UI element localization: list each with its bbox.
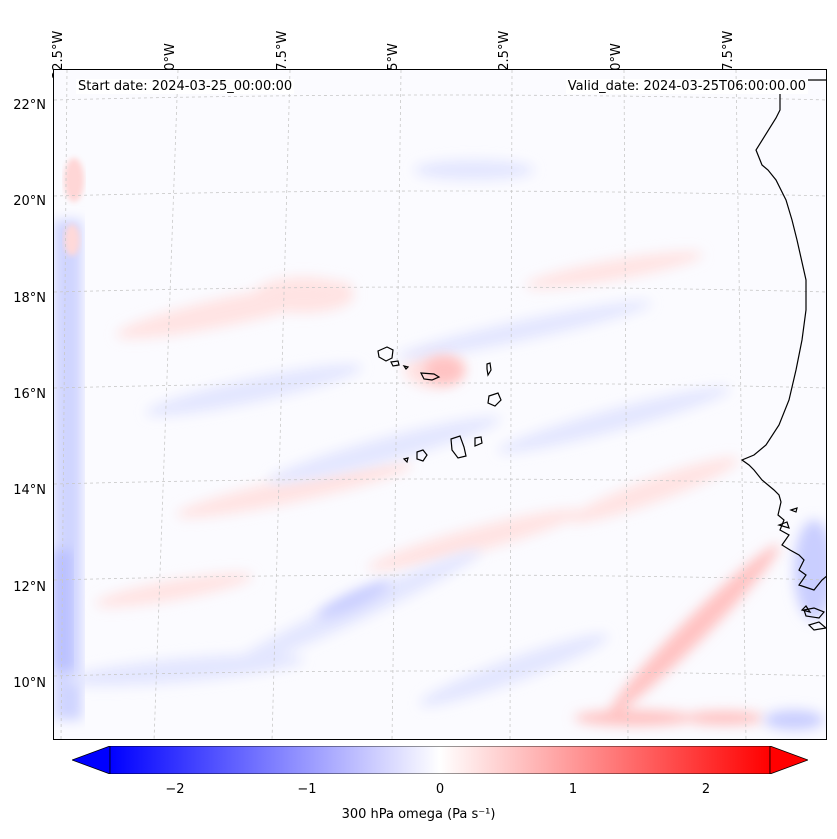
island-santa-luzia [402,365,410,370]
colorbar-tick-neg1: −1 [297,782,317,797]
island-fogo [416,449,428,462]
island-santiago [450,435,467,459]
valid-date-label: Valid_date: 2024-03-25T06:00:00.00 [565,79,808,94]
start-date-label: Start date: 2024-03-25_00:00:00 [76,79,295,94]
lat-label-14n: 14°N [13,483,46,498]
island-brava [402,457,409,464]
lat-label-20n: 20°N [13,194,46,209]
coastline [377,79,826,631]
colorbar-tick-0: 0 [435,782,445,797]
african-coast [740,79,826,591]
island-boa-vista [487,392,502,407]
omega-field [54,158,826,730]
lat-label-22n: 22°N [13,98,46,113]
colorbar-min-extend [72,746,111,774]
colorbar-gradient [109,746,771,774]
omega-field-map [54,70,826,739]
lat-label-16n: 16°N [13,387,46,402]
lat-label-10n: 10°N [13,676,46,691]
island-maio [474,436,483,447]
colorbar-tick-1: 1 [568,782,578,797]
colorbar [72,746,808,774]
colorbar-tick-neg2: −2 [165,782,185,797]
colorbar-label: 300 hPa omega (Pa s⁻¹) [341,807,496,822]
island-sao-nicolau [419,372,441,381]
island-sal [486,362,492,377]
lat-label-12n: 12°N [13,580,46,595]
gridlines [54,70,826,739]
colorbar-max-extend [769,746,808,774]
lat-label-18n: 18°N [13,291,46,306]
map-panel: Start date: 2024-03-25_00:00:00 Valid_da… [53,69,827,740]
colorbar-tick-2: 2 [701,782,711,797]
island-santo-antao [377,346,394,362]
island-sao-vicente [390,360,400,367]
